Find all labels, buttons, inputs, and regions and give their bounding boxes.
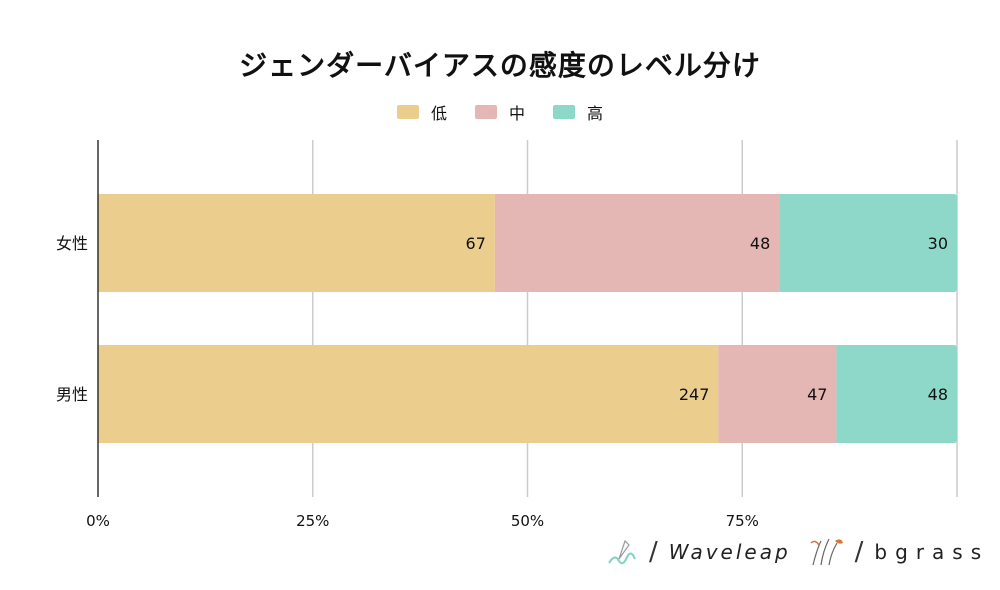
chart-legend: 低 中 高 [0,100,1000,124]
data-label: 30 [928,234,948,253]
legend-label-low: 低 [430,104,447,123]
bar-edge-0 [779,194,786,292]
legend-swatch-low [396,105,419,119]
legend-swatch-high [553,105,575,119]
data-label: 48 [750,234,770,253]
bar-1-0 [98,345,719,443]
legend-item-high: 高 [553,100,603,124]
x-tick-label: 25% [296,512,329,530]
waveleap-logo: / Waveleap [605,535,791,569]
bgrass-logo: / bgrass [807,535,989,569]
legend-label-high: 高 [587,104,604,123]
data-label: 247 [679,385,710,404]
bar-0-0 [98,194,495,292]
x-tick-label: 50% [511,512,544,530]
logo-divider: / [649,537,661,567]
bar-0-2 [779,194,957,292]
legend-label-mid: 中 [508,104,525,123]
bar-0-1 [494,194,780,292]
logo-area: / Waveleap / bgrass [605,532,989,572]
data-label: 48 [928,385,948,404]
bgrass-mark-icon [810,538,843,566]
chart-title: ジェンダーバイアスの感度のレベル分け [239,49,761,82]
bar-1-2 [836,345,957,443]
x-tick-label: 75% [726,512,759,530]
logo-divider-2: / [854,537,867,567]
legend-item-mid: 中 [474,100,525,124]
waveleap-text: Waveleap [668,540,791,564]
y-category-label: 女性 [56,234,88,253]
bar-edge-1 [836,345,843,443]
data-label: 67 [466,234,486,253]
waveleap-mark-icon [608,539,636,565]
legend-item-low: 低 [396,100,447,124]
bgrass-text: bgrass [874,540,990,564]
x-tick-label: 0% [86,512,110,530]
data-label: 47 [807,385,827,404]
y-category-label: 男性 [56,385,88,404]
bar-1-1 [718,345,837,443]
legend-swatch-mid [474,105,497,119]
